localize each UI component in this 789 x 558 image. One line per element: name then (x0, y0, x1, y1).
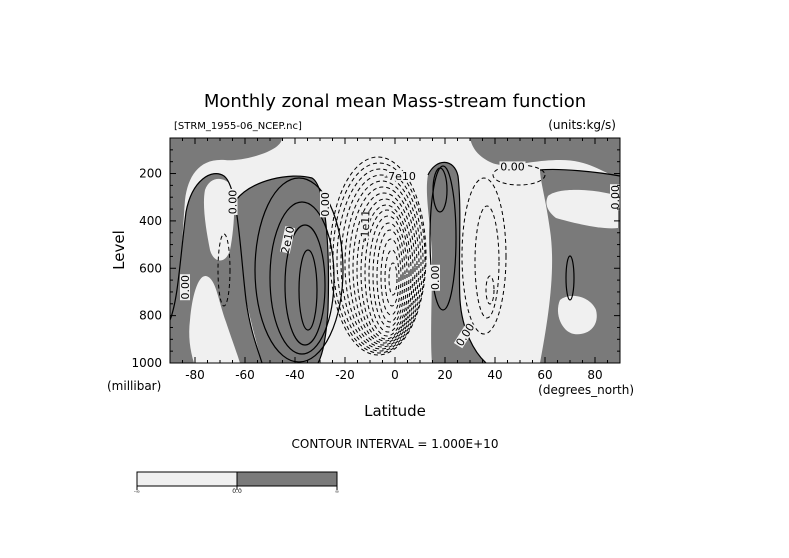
negative-contour (344, 180, 420, 348)
positive-contour (565, 255, 575, 301)
contour-label-bg (610, 184, 620, 211)
y-unit-label: (millibar) (107, 379, 161, 393)
x-axis-label: Latitude (364, 402, 426, 420)
colorbar-label-min: -∞ (134, 489, 140, 495)
contour-label-bg (453, 320, 477, 349)
contour-label: 0.00 (227, 190, 240, 215)
negative-contour (348, 186, 418, 346)
x-tick-label: -40 (285, 368, 305, 382)
negative-contour (384, 249, 400, 307)
contour-label-bg (180, 274, 190, 301)
y-tick-label: 200 (139, 167, 162, 181)
positive-contour (298, 249, 318, 331)
contour-label: 0.00 (429, 265, 442, 290)
negative-contour (360, 204, 412, 340)
negative-contour (376, 229, 404, 323)
x-tick-label: -60 (235, 368, 255, 382)
contour-label-bg (279, 226, 296, 254)
x-axis-ticks (169, 138, 621, 363)
x-tick-label: -20 (335, 368, 355, 382)
y-axis-label: Level (110, 230, 128, 270)
contour-label: 0.00 (319, 192, 332, 217)
negative-island-north-east (546, 189, 618, 229)
contour-label: 0.00 (179, 275, 192, 300)
x-tick-label: 0 (391, 368, 399, 382)
negative-contour (364, 209, 410, 337)
negative-contour (492, 164, 546, 186)
colorbar-negative-swatch (136, 471, 238, 487)
colorbar-label-max: ∞ (335, 489, 339, 495)
zero-contour (170, 173, 263, 363)
positive-region-top-right (470, 138, 620, 178)
y-tick-label: 400 (139, 214, 162, 228)
x-unit-label: (degrees_north) (538, 383, 634, 397)
contour-label: 0.00 (500, 160, 525, 173)
colorbar: -∞ 0.0 ∞ (134, 471, 339, 495)
colorbar-label-zero: 0.0 (232, 488, 242, 495)
contour-interval-text: CONTOUR INTERVAL = 1.000E+10 (292, 437, 499, 451)
contour-label-bg (320, 191, 330, 218)
zero-contour (539, 168, 620, 177)
x-tick-label: -80 (185, 368, 205, 382)
positive-region-north-band (426, 162, 486, 363)
negative-contour (356, 198, 414, 342)
y-axis-ticks (170, 149, 620, 364)
contour-label: 2e10 (279, 225, 297, 255)
contour-label-bg (387, 170, 413, 181)
positive-contours (170, 161, 620, 363)
negative-contour (372, 222, 406, 328)
x-tick-label: 20 (437, 368, 452, 382)
contour-label-bg (359, 212, 371, 239)
y-tick-label: 1000 (131, 356, 162, 370)
negative-island-south-polar (189, 275, 240, 363)
contour-label-bg (430, 264, 440, 291)
negative-contour (461, 177, 507, 335)
positive-contour (269, 201, 335, 355)
negative-contour (217, 233, 231, 307)
positive-region-top-left (170, 138, 282, 320)
chart-title: Monthly zonal mean Mass-stream function (204, 91, 586, 112)
negative-contour (340, 174, 422, 350)
negative-island-south-west (203, 178, 235, 261)
y-tick-label: 600 (139, 261, 162, 275)
contour-label-bg (499, 161, 526, 172)
negative-contour (388, 262, 398, 296)
negative-contour (332, 162, 426, 354)
positive-contour (432, 167, 448, 213)
colorbar-positive-swatch (236, 471, 338, 487)
positive-contour (254, 177, 344, 363)
positive-contour (429, 165, 457, 311)
contour-label-bg (227, 188, 238, 215)
contour-label: -1e11 (358, 210, 372, 242)
x-axis-tick-labels: -80 -60 -40 -20 0 20 40 60 80 (185, 368, 602, 382)
negative-contour (336, 168, 424, 352)
negative-contour (352, 192, 416, 344)
x-tick-label: 40 (487, 368, 502, 382)
negative-contours (217, 156, 546, 356)
x-tick-label: 60 (537, 368, 552, 382)
contour-label: 0.00 (609, 185, 622, 210)
negative-island-north-patch (557, 295, 597, 335)
negative-contour (380, 238, 402, 316)
units-label: (units:kg/s) (548, 118, 616, 132)
negative-islands (189, 178, 618, 363)
contour-label: -7e10 (384, 170, 416, 183)
x-tick-label: 80 (587, 368, 602, 382)
y-axis-tick-labels: 200 400 600 800 1000 (131, 167, 162, 370)
file-label: [STRM_1955-06_NCEP.nc] (174, 121, 302, 132)
positive-region-ferrel-south (234, 176, 329, 363)
negative-contour (474, 205, 500, 319)
negative-contour (368, 215, 408, 333)
positive-contour (284, 224, 326, 346)
y-tick-label: 800 (139, 309, 162, 323)
negative-contour (485, 275, 495, 305)
negative-contour (329, 156, 427, 356)
contour-labels: 0.002e100.00-1e11-7e100.000.000.000.000.… (179, 160, 622, 348)
